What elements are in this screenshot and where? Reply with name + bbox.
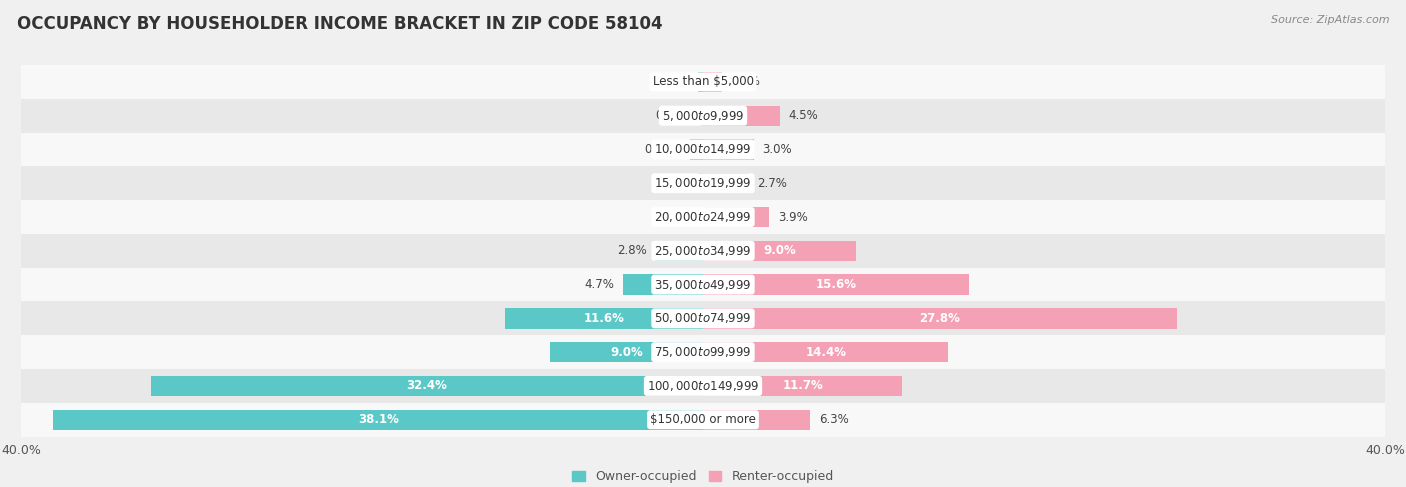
Bar (703, 275, 969, 295)
Bar (703, 342, 949, 362)
Text: 27.8%: 27.8% (920, 312, 960, 325)
Text: 4.7%: 4.7% (585, 278, 614, 291)
Text: 0.01%: 0.01% (657, 210, 695, 224)
Text: $100,000 to $149,999: $100,000 to $149,999 (647, 379, 759, 393)
Text: 0.75%: 0.75% (644, 143, 682, 156)
Text: 0.28%: 0.28% (652, 75, 690, 89)
Text: $5,000 to $9,999: $5,000 to $9,999 (662, 109, 744, 123)
Text: $150,000 or more: $150,000 or more (650, 413, 756, 426)
Text: 9.0%: 9.0% (610, 346, 643, 358)
Bar (21, 200, 1385, 234)
Bar (700, 106, 703, 126)
Text: Source: ZipAtlas.com: Source: ZipAtlas.com (1271, 15, 1389, 25)
Bar (623, 275, 703, 295)
Bar (703, 376, 903, 396)
Text: 1.1%: 1.1% (730, 75, 761, 89)
Text: $20,000 to $24,999: $20,000 to $24,999 (654, 210, 752, 224)
Text: $10,000 to $14,999: $10,000 to $14,999 (654, 143, 752, 156)
Text: $75,000 to $99,999: $75,000 to $99,999 (654, 345, 752, 359)
Bar (21, 369, 1385, 403)
Text: 15.6%: 15.6% (815, 278, 856, 291)
Bar (550, 342, 703, 362)
Bar (703, 410, 810, 430)
Bar (703, 139, 754, 160)
Bar (690, 139, 703, 160)
Text: 14.4%: 14.4% (806, 346, 846, 358)
Bar (21, 335, 1385, 369)
Text: 38.1%: 38.1% (357, 413, 399, 426)
Legend: Owner-occupied, Renter-occupied: Owner-occupied, Renter-occupied (568, 465, 838, 487)
Bar (655, 241, 703, 261)
Text: 0.27%: 0.27% (652, 177, 690, 190)
Text: 2.8%: 2.8% (617, 244, 647, 257)
Text: $50,000 to $74,999: $50,000 to $74,999 (654, 311, 752, 325)
Text: 3.0%: 3.0% (762, 143, 793, 156)
Bar (699, 173, 703, 193)
Bar (21, 301, 1385, 335)
Text: $15,000 to $19,999: $15,000 to $19,999 (654, 176, 752, 190)
Text: 3.9%: 3.9% (778, 210, 808, 224)
Text: $35,000 to $49,999: $35,000 to $49,999 (654, 278, 752, 292)
Bar (703, 106, 780, 126)
Bar (21, 132, 1385, 167)
Bar (505, 308, 703, 329)
Text: 6.3%: 6.3% (818, 413, 849, 426)
Bar (21, 403, 1385, 437)
Text: 9.0%: 9.0% (763, 244, 796, 257)
Text: OCCUPANCY BY HOUSEHOLDER INCOME BRACKET IN ZIP CODE 58104: OCCUPANCY BY HOUSEHOLDER INCOME BRACKET … (17, 15, 662, 33)
Text: 0.14%: 0.14% (655, 109, 692, 122)
Text: Less than $5,000: Less than $5,000 (652, 75, 754, 89)
Bar (703, 72, 721, 92)
Bar (21, 167, 1385, 200)
Bar (699, 72, 703, 92)
Bar (703, 241, 856, 261)
Bar (21, 234, 1385, 268)
Bar (703, 207, 769, 227)
Text: $25,000 to $34,999: $25,000 to $34,999 (654, 244, 752, 258)
Bar (53, 410, 703, 430)
Bar (21, 99, 1385, 132)
Text: 11.6%: 11.6% (583, 312, 624, 325)
Text: 32.4%: 32.4% (406, 379, 447, 393)
Text: 2.7%: 2.7% (758, 177, 787, 190)
Bar (703, 308, 1177, 329)
Bar (21, 65, 1385, 99)
Text: 11.7%: 11.7% (782, 379, 823, 393)
Bar (703, 173, 749, 193)
Text: 4.5%: 4.5% (789, 109, 818, 122)
Bar (150, 376, 703, 396)
Bar (21, 268, 1385, 301)
